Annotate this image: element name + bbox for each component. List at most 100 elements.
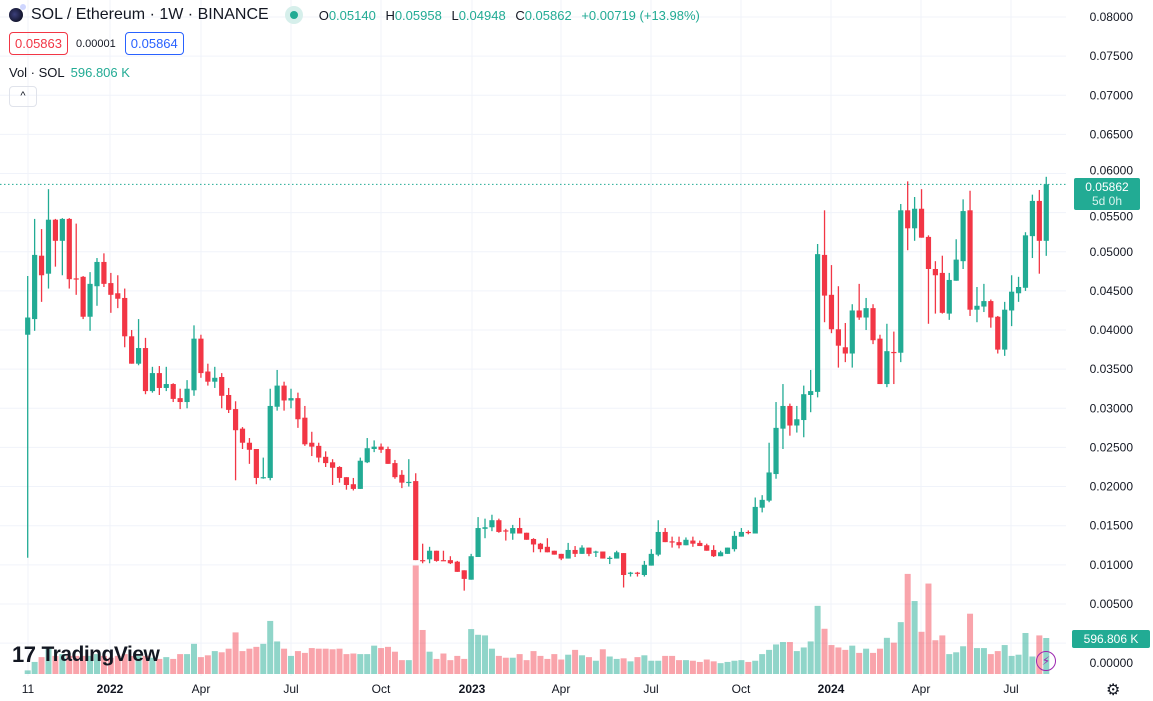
volume-bar: [274, 641, 281, 674]
candle: [191, 325, 197, 396]
candle-body: [697, 542, 703, 547]
candle-body: [413, 481, 419, 561]
symbol-title[interactable]: SOL / Ethereum · 1W · BINANCE: [31, 6, 269, 23]
candle: [745, 530, 751, 535]
candle-body: [718, 552, 724, 557]
volume-bar: [1015, 654, 1022, 674]
candle-body: [406, 481, 412, 484]
candle-body: [891, 351, 897, 354]
buy-button[interactable]: 0.05864: [124, 32, 184, 55]
candle-body: [634, 572, 641, 574]
candle-body: [274, 385, 280, 407]
volume-bar: [987, 654, 994, 674]
volume-bar: [371, 645, 378, 674]
candle: [856, 283, 862, 320]
volume-bar: [239, 651, 246, 674]
volume-bar: [288, 655, 295, 674]
price-tick-label: 0.03000: [1090, 401, 1134, 415]
candle-body: [905, 210, 911, 229]
candle: [731, 531, 738, 552]
volume-bar: [572, 649, 579, 674]
volume-bar: [648, 660, 655, 674]
candle: [122, 288, 128, 348]
candle-body: [828, 294, 835, 330]
volume-bar: [634, 657, 641, 674]
chevron-up-icon: ^: [20, 90, 26, 102]
volume-bar: [73, 655, 80, 674]
market-status-icon[interactable]: [284, 6, 303, 24]
volume-bar: [814, 605, 821, 674]
collapse-legend-button[interactable]: ^: [9, 86, 37, 107]
price-axis[interactable]: 0.08000 0.07500 0.07000 0.06500 0.06000 0.055…: [1090, 10, 1134, 670]
volume-bar: [232, 632, 239, 674]
volume-bar: [696, 661, 703, 674]
volume-bar: [488, 648, 495, 674]
close-label: C: [515, 7, 525, 23]
candle-body: [52, 219, 59, 241]
candle: [572, 546, 578, 557]
gear-icon[interactable]: ⚙: [1106, 682, 1121, 699]
candle-body: [641, 564, 647, 575]
candle: [780, 384, 786, 449]
candle-body: [302, 417, 308, 445]
candle: [461, 570, 467, 591]
candle: [364, 438, 370, 464]
volume-bar: [24, 670, 31, 674]
candle-body: [530, 538, 537, 545]
candle-body: [32, 254, 38, 320]
sell-button[interactable]: 0.05863: [9, 32, 68, 55]
bid-ask-row: 0.05863 0.00001 0.05864: [9, 32, 184, 55]
candle: [32, 218, 38, 331]
time-tick-label: Jul: [283, 682, 298, 696]
candle-body: [704, 545, 710, 551]
candle-body: [503, 530, 509, 532]
lightning-icon[interactable]: ⚡︎: [1036, 651, 1056, 671]
candle: [718, 550, 724, 557]
candle: [648, 549, 654, 566]
candle-body: [572, 549, 578, 554]
candle: [960, 199, 966, 269]
candle-body: [73, 278, 79, 280]
volume-bar: [156, 658, 163, 674]
volume-bar: [655, 660, 662, 674]
candle: [1009, 275, 1015, 327]
volume-bar: [849, 645, 856, 674]
candle-body: [399, 474, 405, 483]
volume-bar: [433, 658, 440, 674]
price-tick-label: 0.04000: [1090, 323, 1134, 337]
volume-bar: [890, 642, 897, 674]
candle: [842, 322, 848, 363]
volume-bars: [24, 565, 1050, 674]
tradingview-logo[interactable]: 17 TradingView: [12, 642, 160, 668]
volume-bar: [828, 645, 835, 674]
candle-body: [801, 394, 807, 421]
volume-bar: [163, 657, 170, 674]
candle: [1002, 301, 1008, 356]
candle: [939, 255, 945, 314]
candle-body: [101, 261, 107, 284]
volume-bar: [717, 663, 724, 674]
candle-body: [295, 398, 301, 420]
candle: [177, 388, 183, 410]
volume-bar: [863, 648, 870, 674]
candle-body: [433, 550, 440, 561]
volume-bar: [66, 655, 73, 674]
candle: [863, 297, 869, 331]
volume-bar: [107, 657, 114, 674]
volume-bar: [724, 661, 731, 674]
candle-body: [212, 377, 218, 382]
candle: [815, 243, 821, 398]
candle: [690, 536, 696, 547]
volume-bar: [190, 643, 197, 674]
candle: [759, 495, 765, 513]
candle-body: [205, 371, 211, 382]
candle-body: [142, 348, 149, 392]
time-axis[interactable]: 11 2022 Apr Jul Oct 2023 Apr Jul Oct 2024 Apr Jul: [22, 682, 1019, 696]
candle: [627, 571, 634, 577]
candle-body: [946, 279, 952, 314]
candle: [967, 190, 973, 316]
price-tick-label: 0.02500: [1090, 440, 1134, 454]
candle: [149, 366, 156, 393]
volume-bar: [38, 657, 45, 674]
